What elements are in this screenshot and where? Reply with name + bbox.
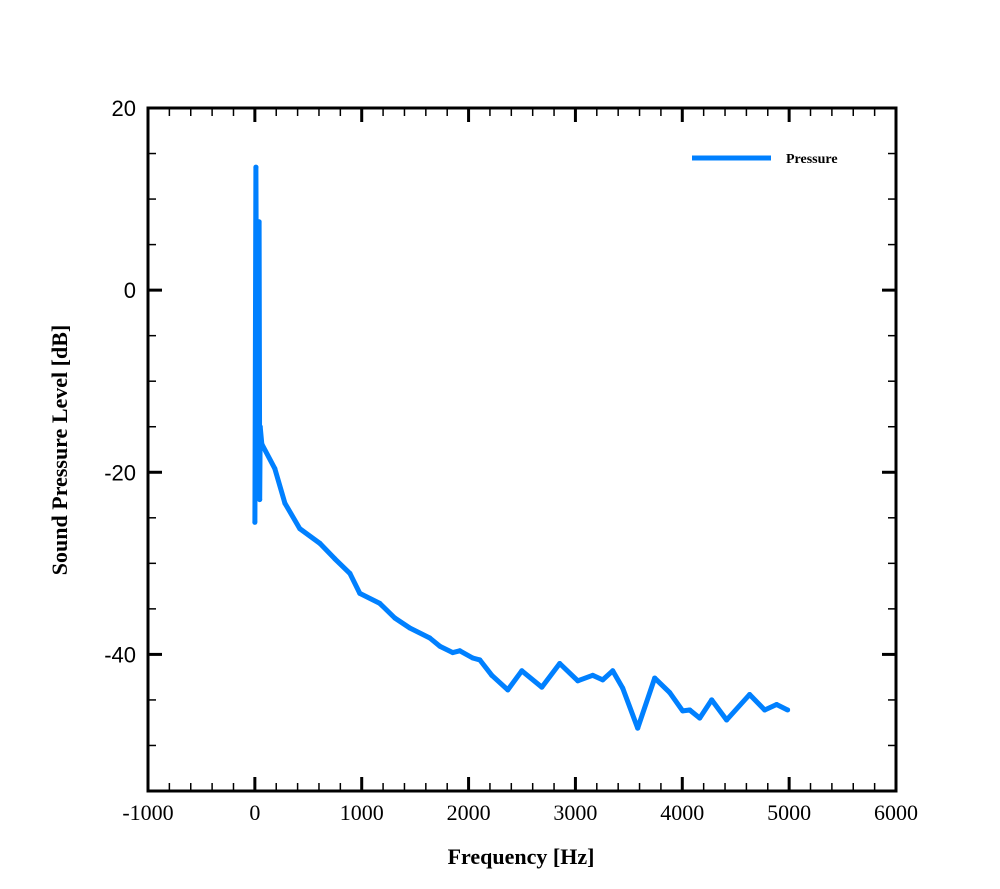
data-point xyxy=(347,570,353,576)
data-point xyxy=(709,697,715,703)
data-point xyxy=(667,690,673,696)
data-point xyxy=(680,708,686,714)
y-tick-label: 0 xyxy=(124,278,136,303)
series-layer xyxy=(252,164,791,731)
x-tick-label: 6000 xyxy=(874,800,918,825)
data-point xyxy=(427,635,433,641)
tick-labels: -1000 0 1000 2000 3000 4000 5000 6000 20 0 -20 -40 xyxy=(104,96,918,825)
legend-label-pressure: Pressure xyxy=(786,152,838,167)
data-point xyxy=(392,615,398,621)
data-point xyxy=(256,219,262,225)
legend: Pressure xyxy=(692,152,838,167)
y-tick-label: -20 xyxy=(104,460,136,485)
x-axis-title: Frequency [Hz] xyxy=(448,844,595,869)
data-point xyxy=(762,707,768,713)
data-point xyxy=(697,715,703,721)
data-point xyxy=(297,526,303,532)
data-point xyxy=(252,519,258,525)
data-point xyxy=(724,717,730,723)
data-point xyxy=(610,668,616,674)
data-point xyxy=(332,556,338,562)
data-point xyxy=(635,725,641,731)
series-line-pressure xyxy=(252,164,789,731)
data-point xyxy=(282,500,288,506)
x-tick-label: 4000 xyxy=(660,800,704,825)
data-point xyxy=(257,424,263,430)
x-tick-label: 2000 xyxy=(447,800,491,825)
data-point xyxy=(505,687,511,693)
data-point xyxy=(774,701,780,707)
data-point xyxy=(407,625,413,631)
data-point xyxy=(437,643,443,649)
data-point xyxy=(489,672,495,678)
x-tick-label: 3000 xyxy=(553,800,597,825)
y-tick-label: -40 xyxy=(104,642,136,667)
data-point xyxy=(259,441,265,447)
plot-frame xyxy=(146,106,898,793)
data-point xyxy=(450,650,456,656)
data-point xyxy=(253,164,259,170)
data-point xyxy=(272,466,278,472)
data-point xyxy=(747,691,753,697)
y-axis-title: Sound Pressure Level [dB] xyxy=(47,325,72,575)
data-point xyxy=(470,655,476,661)
data-point xyxy=(600,677,606,683)
data-point xyxy=(539,684,545,690)
data-point xyxy=(575,678,581,684)
data-point xyxy=(317,540,323,546)
data-point xyxy=(257,497,263,503)
data-point xyxy=(377,600,383,606)
x-tick-label: -1000 xyxy=(122,800,173,825)
x-tick-label: 5000 xyxy=(767,800,811,825)
data-point xyxy=(519,668,525,674)
y-tick-label: 20 xyxy=(112,96,136,121)
x-tick-label: 0 xyxy=(249,800,260,825)
data-point xyxy=(590,672,596,678)
x-tick-label: 1000 xyxy=(340,800,384,825)
data-point xyxy=(785,707,791,713)
data-point xyxy=(620,685,626,691)
data-point xyxy=(254,460,260,466)
data-point xyxy=(687,707,693,713)
data-point xyxy=(477,657,483,663)
data-point xyxy=(357,590,363,596)
data-point xyxy=(457,648,463,654)
data-point xyxy=(652,675,658,681)
data-point xyxy=(557,661,563,667)
